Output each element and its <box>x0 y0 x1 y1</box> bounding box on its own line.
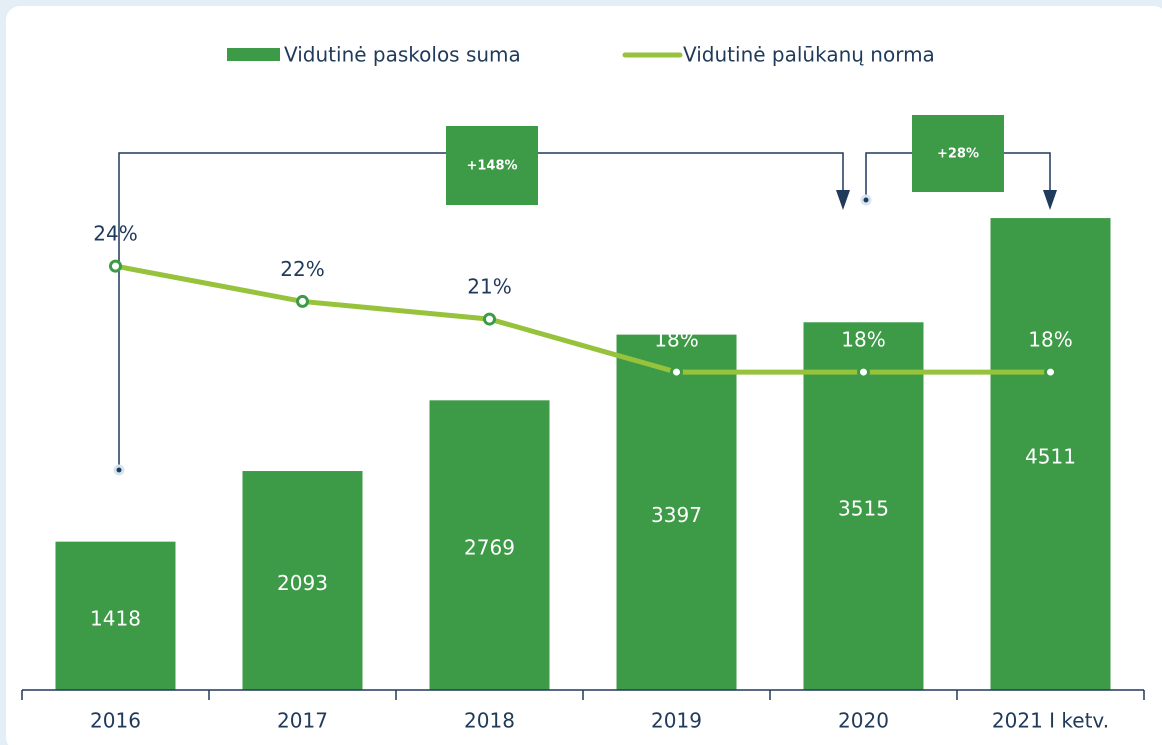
bar-value-label: 3397 <box>651 503 702 527</box>
bar-value-label: 2093 <box>277 571 328 595</box>
x-tick-label: 2018 <box>464 709 515 733</box>
dot <box>113 464 125 476</box>
line-value-label: 21% <box>467 275 511 299</box>
line-value-label: 22% <box>280 257 324 281</box>
x-tick-label: 2017 <box>277 709 328 733</box>
line-value-label: 18% <box>841 328 885 352</box>
bar-value-label: 3515 <box>838 497 889 521</box>
line-value-label: 24% <box>93 222 137 246</box>
x-tick-label: 2019 <box>651 709 702 733</box>
arrow <box>1043 190 1057 210</box>
line-point <box>857 365 870 379</box>
x-tick-label: 2020 <box>838 709 889 733</box>
line-value-label: 18% <box>654 328 698 352</box>
bar-value-label: 4511 <box>1025 445 1076 469</box>
x-tick-label: 2016 <box>90 709 141 733</box>
arrows <box>113 190 1057 476</box>
line-point <box>109 259 122 273</box>
legend-label: Vidutinė paskolos suma <box>284 43 521 67</box>
bar-value-label: 1418 <box>90 606 141 630</box>
annotation-box <box>446 126 538 205</box>
bar <box>55 541 176 690</box>
bar <box>429 400 550 690</box>
legend-label: Vidutinė palūkanų norma <box>683 43 935 67</box>
bar <box>616 334 737 690</box>
x-tick-label: 2021 I ketv. <box>992 709 1109 733</box>
line-point <box>483 312 496 326</box>
bar <box>803 322 924 690</box>
annotation-box <box>912 115 1004 192</box>
line-point <box>670 365 683 379</box>
bar <box>242 471 363 690</box>
line-value-label: 18% <box>1028 328 1072 352</box>
bar-value-label: 2769 <box>464 536 515 560</box>
line <box>115 263 1051 375</box>
line-point <box>1044 365 1057 379</box>
line-point <box>296 294 309 308</box>
annotation: +28% <box>937 147 979 162</box>
annotation: +148% <box>466 159 517 174</box>
arrow <box>836 190 850 210</box>
bar <box>990 218 1111 690</box>
dot <box>860 194 872 206</box>
legend-swatch <box>227 48 280 61</box>
